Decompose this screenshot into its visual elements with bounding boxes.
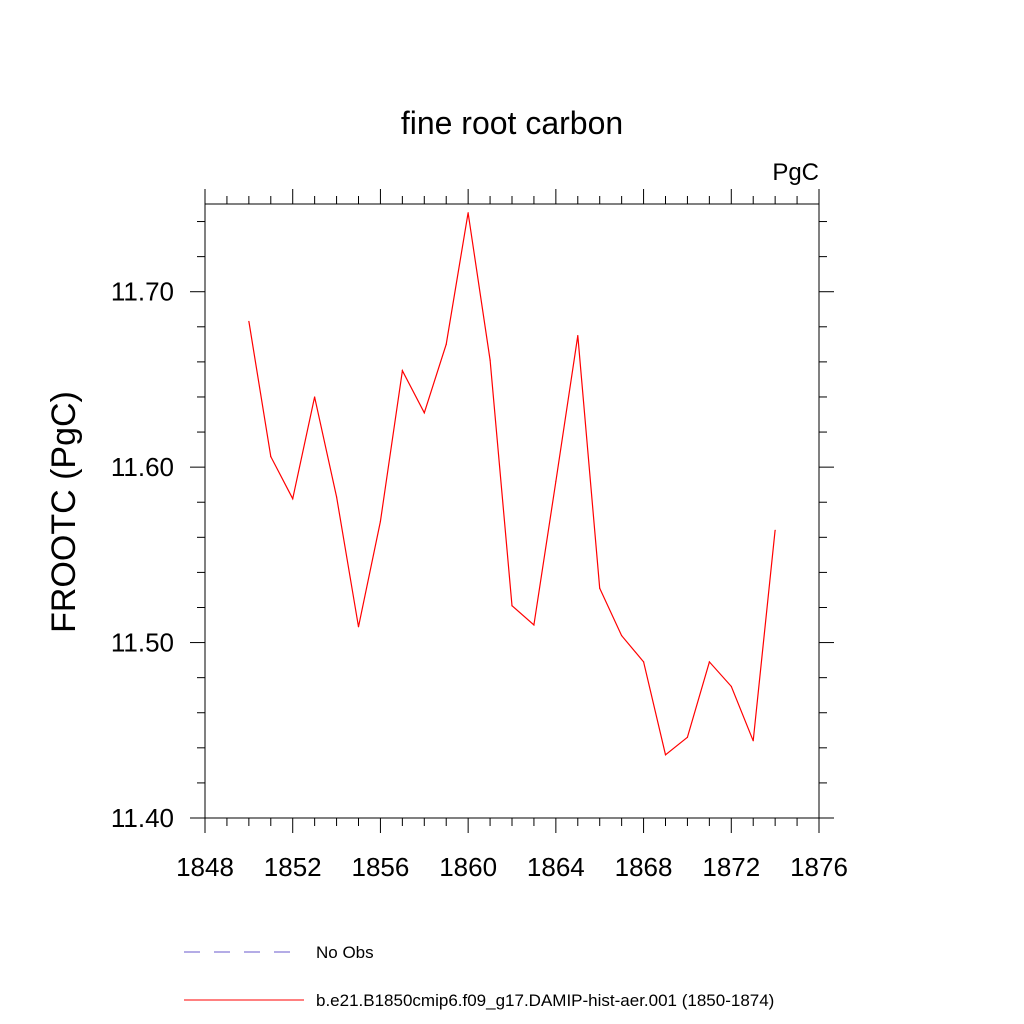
data-point — [686, 736, 689, 738]
data-point — [270, 456, 272, 458]
x-tick-label: 1860 — [439, 852, 497, 882]
legend-label: b.e21.B1850cmip6.f09_g17.DAMIP-hist-aer.… — [316, 991, 774, 1010]
data-point — [577, 334, 579, 337]
y-tick-label: 11.40 — [111, 803, 174, 833]
data-point — [664, 754, 667, 756]
data-point — [752, 740, 754, 742]
data-point — [445, 343, 447, 345]
y-axis-label: FROOTC (PgC) — [45, 391, 83, 633]
series-layer — [248, 212, 776, 756]
data-point — [423, 412, 425, 414]
data-point — [292, 498, 294, 500]
y-tick-label: 11.60 — [111, 452, 174, 482]
legend-label: No Obs — [316, 943, 374, 962]
units-label: PgC — [772, 159, 819, 186]
data-point — [774, 529, 776, 531]
chart-title: fine root carbon — [401, 105, 623, 141]
data-point — [401, 370, 403, 372]
data-point — [335, 496, 338, 498]
x-tick-label: 1852 — [264, 852, 322, 882]
plot-frame — [204, 203, 820, 819]
legend: No Obs b.e21.B1850cmip6.f09_g17.DAMIP-his… — [184, 943, 774, 1010]
x-tick-label: 1856 — [352, 852, 410, 882]
axis-ticks: 1848 1852 1856 1860 1864 1868 1872 1876 11.40 11.… — [111, 189, 848, 882]
data-point — [555, 480, 557, 482]
x-tick-label: 1872 — [702, 852, 760, 882]
x-tick-label: 1868 — [615, 852, 673, 882]
series-line — [248, 212, 776, 756]
data-point — [489, 359, 491, 361]
data-point — [379, 520, 382, 523]
data-point — [642, 661, 645, 663]
y-tick-label: 11.70 — [111, 277, 174, 307]
data-point — [599, 587, 601, 589]
data-point — [730, 685, 732, 688]
data-point — [467, 212, 469, 214]
data-point — [511, 605, 513, 607]
data-point — [248, 320, 250, 323]
x-tick-label: 1864 — [527, 852, 585, 882]
data-point — [708, 661, 710, 663]
data-point — [621, 634, 623, 637]
data-point — [357, 626, 360, 628]
data-point — [533, 624, 535, 626]
x-tick-label: 1848 — [176, 852, 234, 882]
data-point — [314, 396, 316, 398]
x-tick-label: 1876 — [790, 852, 848, 882]
y-tick-label: 11.50 — [111, 628, 174, 658]
